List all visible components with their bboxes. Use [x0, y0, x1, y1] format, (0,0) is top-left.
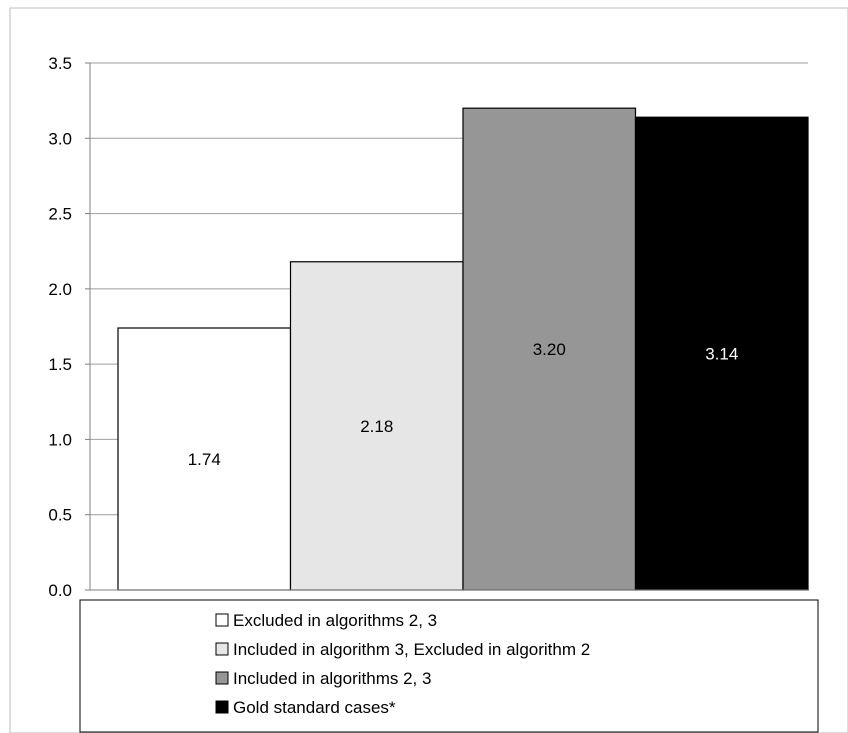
bar [289, 261, 464, 591]
legend-entry-label: Gold standard cases* [233, 698, 396, 717]
legend: Excluded in algorithms 2, 3 Included in a… [79, 599, 819, 733]
y-tick-label: 3.5 [48, 54, 72, 73]
axes [89, 63, 808, 591]
y-tick-label: 0.0 [48, 581, 72, 600]
y-tick-label: 1.0 [48, 430, 72, 449]
y-tick-label: 3.0 [48, 129, 72, 148]
data-labels: 1.74 2.18 3.20 3.14 [188, 340, 739, 469]
y-axis-ticks: 0.0 0.5 1.0 1.5 2.0 2.5 3.0 3.5 [48, 54, 90, 600]
legend-swatch [215, 613, 229, 627]
bar-value-label: 2.18 [360, 417, 393, 436]
bar-value-label: 3.14 [705, 345, 738, 364]
y-tick-label: 2.5 [48, 205, 72, 224]
legend-swatch [215, 700, 229, 714]
legend-entry-label: Excluded in algorithms 2, 3 [233, 611, 437, 630]
legend-entry-label: Included in algorithm 3, Excluded in alg… [233, 640, 590, 659]
y-tick-label: 2.0 [48, 280, 72, 299]
legend-box [79, 599, 819, 733]
bar [117, 327, 292, 591]
bar [634, 116, 809, 591]
y-tick-label: 0.5 [48, 506, 72, 525]
legend-swatch [215, 671, 229, 685]
y-tick-label: 1.5 [48, 355, 72, 374]
legend-entry-label: Included in algorithms 2, 3 [233, 669, 431, 688]
bar-value-label: 1.74 [188, 450, 221, 469]
bar-value-label: 3.20 [533, 340, 566, 359]
legend-swatch [215, 642, 229, 656]
bars [117, 107, 809, 591]
